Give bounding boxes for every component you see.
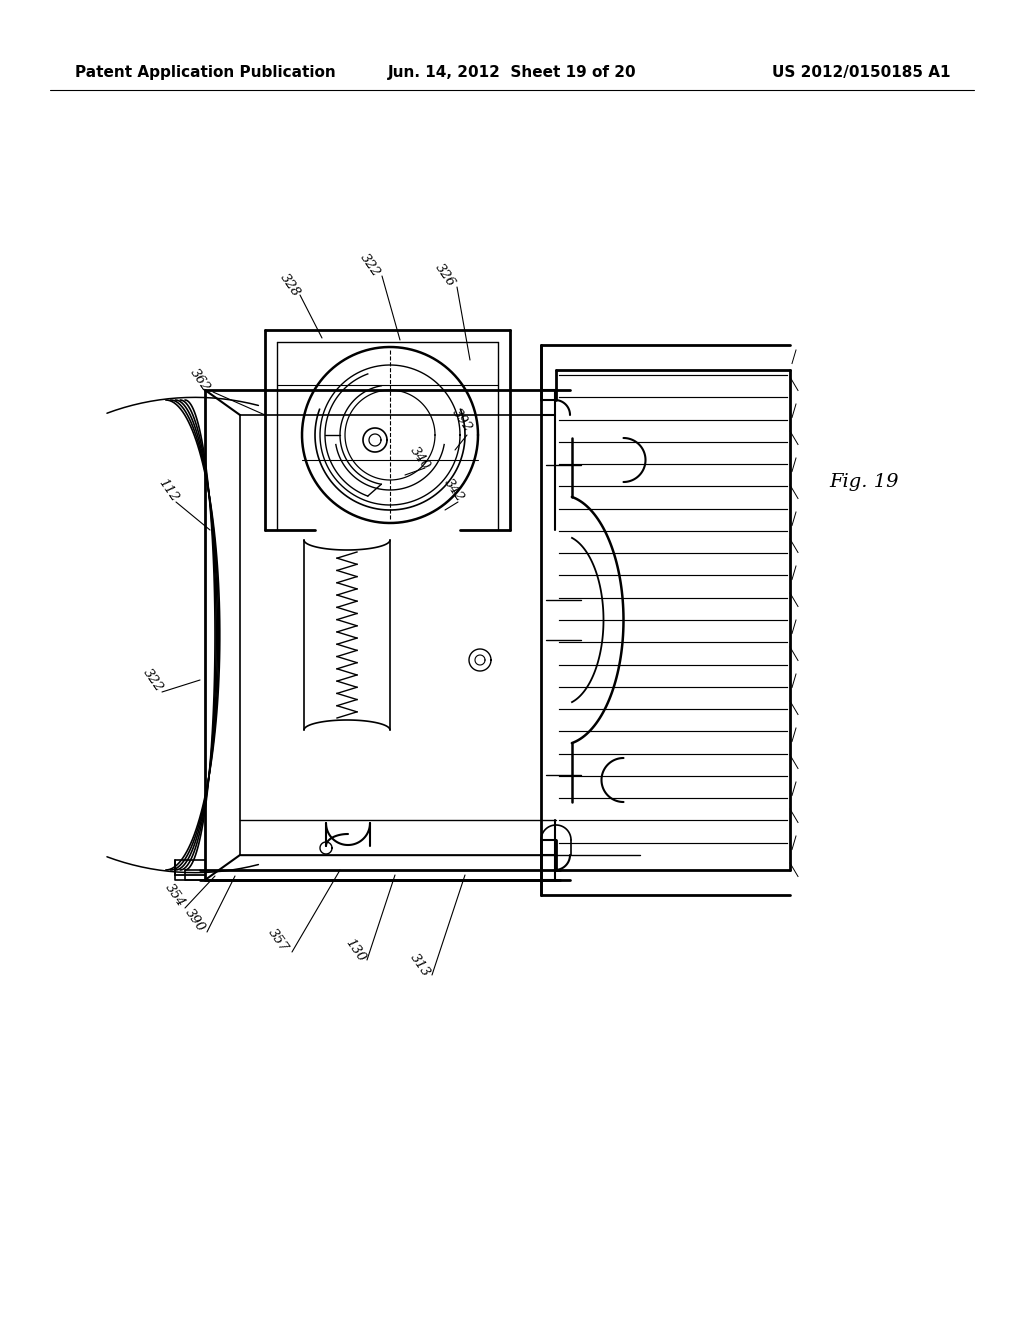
Text: Fig. 19: Fig. 19: [829, 473, 899, 491]
Text: 112: 112: [156, 477, 180, 504]
Text: 342: 342: [441, 477, 467, 504]
Text: 130: 130: [342, 936, 368, 964]
Text: 313: 313: [408, 950, 432, 979]
Text: 322: 322: [357, 251, 383, 279]
Text: 362: 362: [187, 366, 213, 393]
Text: 340: 340: [408, 444, 432, 473]
Text: 322: 322: [140, 667, 166, 694]
Text: 390: 390: [182, 906, 208, 935]
Text: 354: 354: [163, 880, 187, 909]
Text: 328: 328: [278, 271, 302, 300]
Text: Patent Application Publication: Patent Application Publication: [75, 66, 336, 81]
Text: Jun. 14, 2012  Sheet 19 of 20: Jun. 14, 2012 Sheet 19 of 20: [388, 66, 636, 81]
Text: US 2012/0150185 A1: US 2012/0150185 A1: [771, 66, 950, 81]
Text: 357: 357: [265, 927, 291, 954]
Text: 392: 392: [450, 407, 474, 434]
Text: 326: 326: [432, 261, 458, 289]
